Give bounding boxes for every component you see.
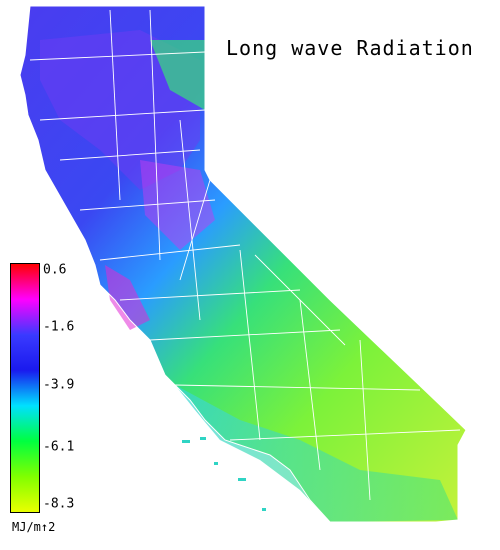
- south-coast-region: [175, 385, 458, 522]
- map-title: Long wave Radiation: [226, 36, 474, 60]
- coastal-highlight-region: [105, 265, 150, 330]
- northeast-region: [150, 40, 205, 110]
- legend-tick-label: -1.6: [43, 319, 75, 335]
- north-highlight-region: [40, 30, 200, 190]
- legend-tick-label: -8.3: [43, 496, 75, 512]
- legend-tick-label: -6.1: [43, 439, 75, 455]
- legend-color-bar: [10, 263, 40, 513]
- legend-unit-label: MJ/m↑2: [12, 520, 56, 534]
- state-outline: [19, 5, 467, 523]
- legend-tick-label: 0.6: [43, 262, 67, 278]
- channel-islands: [182, 437, 266, 511]
- legend-tick-label: -3.9: [43, 377, 75, 393]
- county-borders: [29, 9, 461, 501]
